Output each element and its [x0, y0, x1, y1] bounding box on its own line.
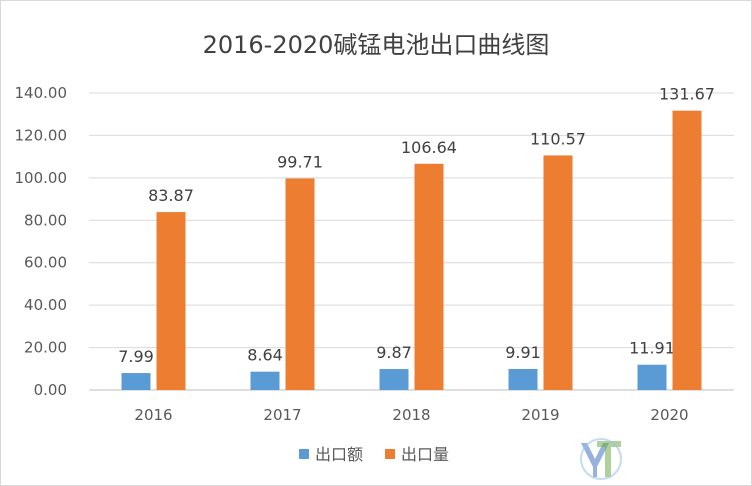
x-tick-label: 2020 [650, 406, 688, 424]
x-tick-label: 2017 [263, 406, 301, 424]
legend-label: 出口额 [315, 445, 363, 464]
bar-出口额-2018 [379, 369, 409, 390]
bar-出口额-2020 [637, 364, 667, 390]
grid-lines [89, 92, 734, 391]
legend-swatch [299, 449, 309, 459]
data-label: 99.71 [277, 152, 323, 171]
chart-title: 2016-2020碱锰电池出口曲线图 [203, 31, 550, 59]
legend-label: 出口量 [401, 445, 449, 464]
y-tick-label: 20.00 [24, 339, 67, 357]
y-tick-label: 140.00 [15, 84, 68, 102]
y-tick-label: 80.00 [24, 211, 67, 229]
y-tick-label: 60.00 [24, 254, 67, 272]
x-tick-label: 2019 [521, 406, 559, 424]
y-axis: 0.00 20.00 40.00 60.00 80.00 100.00 120.00 140.… [15, 84, 68, 399]
logo-watermark [580, 438, 622, 480]
data-label: 110.57 [530, 129, 586, 148]
data-label: 131.67 [659, 85, 715, 104]
y-tick-label: 100.00 [15, 169, 68, 187]
data-label: 7.99 [118, 347, 154, 366]
bar-出口量-2020 [672, 110, 702, 390]
bar-出口量-2017 [285, 178, 315, 390]
legend: 出口额 出口量 [299, 445, 449, 464]
data-label: 106.64 [401, 138, 457, 157]
y-tick-label: 40.00 [24, 296, 67, 314]
bar-出口额-2017 [250, 371, 280, 390]
bar-出口量-2018 [414, 163, 444, 390]
data-label: 9.91 [505, 343, 541, 362]
y-tick-label: 0.00 [34, 381, 67, 399]
x-tick-label: 2016 [134, 406, 172, 424]
data-label: 9.87 [376, 343, 412, 362]
data-label: 8.64 [247, 346, 283, 365]
bar-出口量-2016 [156, 212, 186, 390]
bar-出口额-2016 [121, 373, 151, 390]
x-tick-label: 2018 [392, 406, 430, 424]
bars: 7.99 83.87 8.64 99.71 9.87 106.64 9.91 110.57 11… [118, 85, 715, 390]
bar-出口量-2019 [543, 155, 573, 390]
data-label: 83.87 [148, 186, 194, 205]
y-tick-label: 120.00 [15, 126, 68, 144]
bar-出口额-2019 [508, 368, 538, 390]
legend-swatch [385, 449, 395, 459]
data-label: 11.91 [629, 339, 675, 358]
x-axis: 2016 2017 2018 2019 2020 [134, 406, 688, 424]
